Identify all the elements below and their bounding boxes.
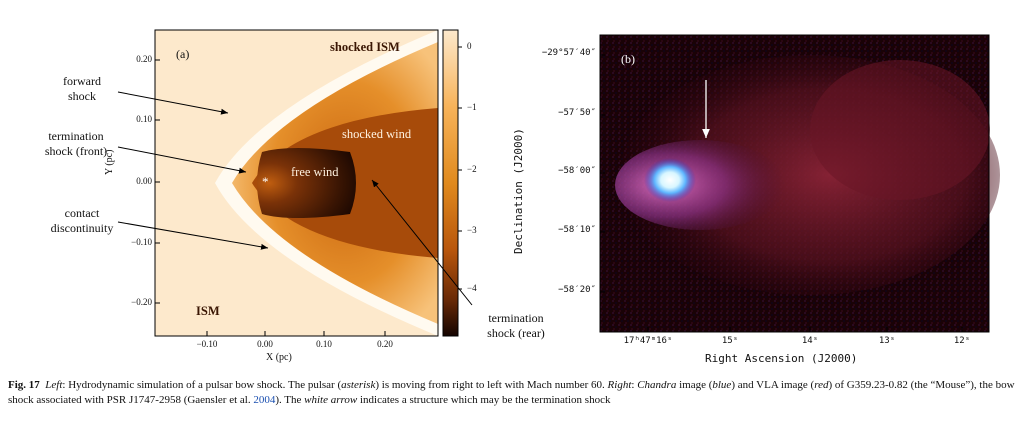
x-tick-b: 17ʰ47ᵐ16ˢ (623, 336, 673, 346)
label-free-wind: free wind (291, 165, 339, 179)
x-tick-a: 0.00 (257, 339, 273, 349)
arrow-contact (117, 221, 269, 250)
x-tick-b: 12ˢ (953, 336, 971, 346)
arrow-forward-shock (117, 91, 229, 115)
y-tick-a: 0.00 (136, 176, 152, 186)
x-axis-label-a: X (pc) (266, 352, 292, 363)
y-tick-a: 0.20 (136, 54, 152, 64)
annotation-contact: contact discontinuity (50, 206, 114, 235)
caption-fig-number: Fig. 17 (8, 379, 40, 391)
annotation-forward-shock: forward shock (63, 74, 101, 103)
label-ism: ISM (196, 304, 220, 318)
arrow-termination-front (117, 146, 247, 174)
y-tick-a: 0.10 (136, 114, 152, 124)
label-shocked-ism: shocked ISM (330, 40, 400, 54)
y-tick-b: −29°57′40″ (541, 48, 596, 58)
panel-a-figure (117, 29, 1000, 337)
citation-link[interactable]: 2004 (253, 394, 276, 406)
panel-a-label: (a) (176, 47, 190, 61)
y-tick-b: −58′10″ (558, 225, 596, 235)
x-tick-b: 14ˢ (801, 336, 819, 346)
xray-tail (615, 140, 785, 230)
x-axis-label-b: Right Ascension (J2000) (705, 352, 858, 365)
y-tick-b: −57′50″ (558, 108, 596, 118)
colorbar (442, 29, 459, 337)
y-tick-a: −0.10 (131, 237, 152, 247)
x-tick-b: 15ˢ (721, 336, 739, 346)
arrow-termination-rear (371, 179, 473, 306)
panel-b-label: (b) (621, 52, 635, 66)
colorbar-tick: 0 (467, 41, 472, 51)
y-axis-label-b: Declination (J2000) (512, 128, 525, 254)
colorbar-tick: −1 (467, 102, 477, 112)
colorbar-tick: −2 (467, 164, 477, 174)
pulsar-asterisk: * (262, 174, 269, 189)
x-tick-a: 0.10 (316, 339, 332, 349)
pulsar-core (644, 158, 696, 202)
figure-caption: Fig. 17 Left: Hydrodynamic simulation of… (8, 379, 1015, 406)
y-tick-b: −58′00″ (558, 166, 596, 176)
colorbar-tick: −4 (467, 283, 477, 293)
y-tick-a: −0.20 (131, 297, 152, 307)
y-tick-b: −58′20″ (558, 285, 596, 295)
x-tick-a: −0.10 (196, 339, 218, 349)
x-tick-b: 13ˢ (878, 336, 896, 346)
free-wind-cavity (257, 148, 356, 218)
annotation-termination-rear: termination shock (rear) (487, 311, 545, 340)
colorbar-tick: −3 (467, 225, 477, 235)
label-shocked-wind: shocked wind (342, 127, 412, 141)
annotation-termination-front: termination shock (front) (44, 129, 108, 158)
x-tick-a: 0.20 (377, 339, 393, 349)
